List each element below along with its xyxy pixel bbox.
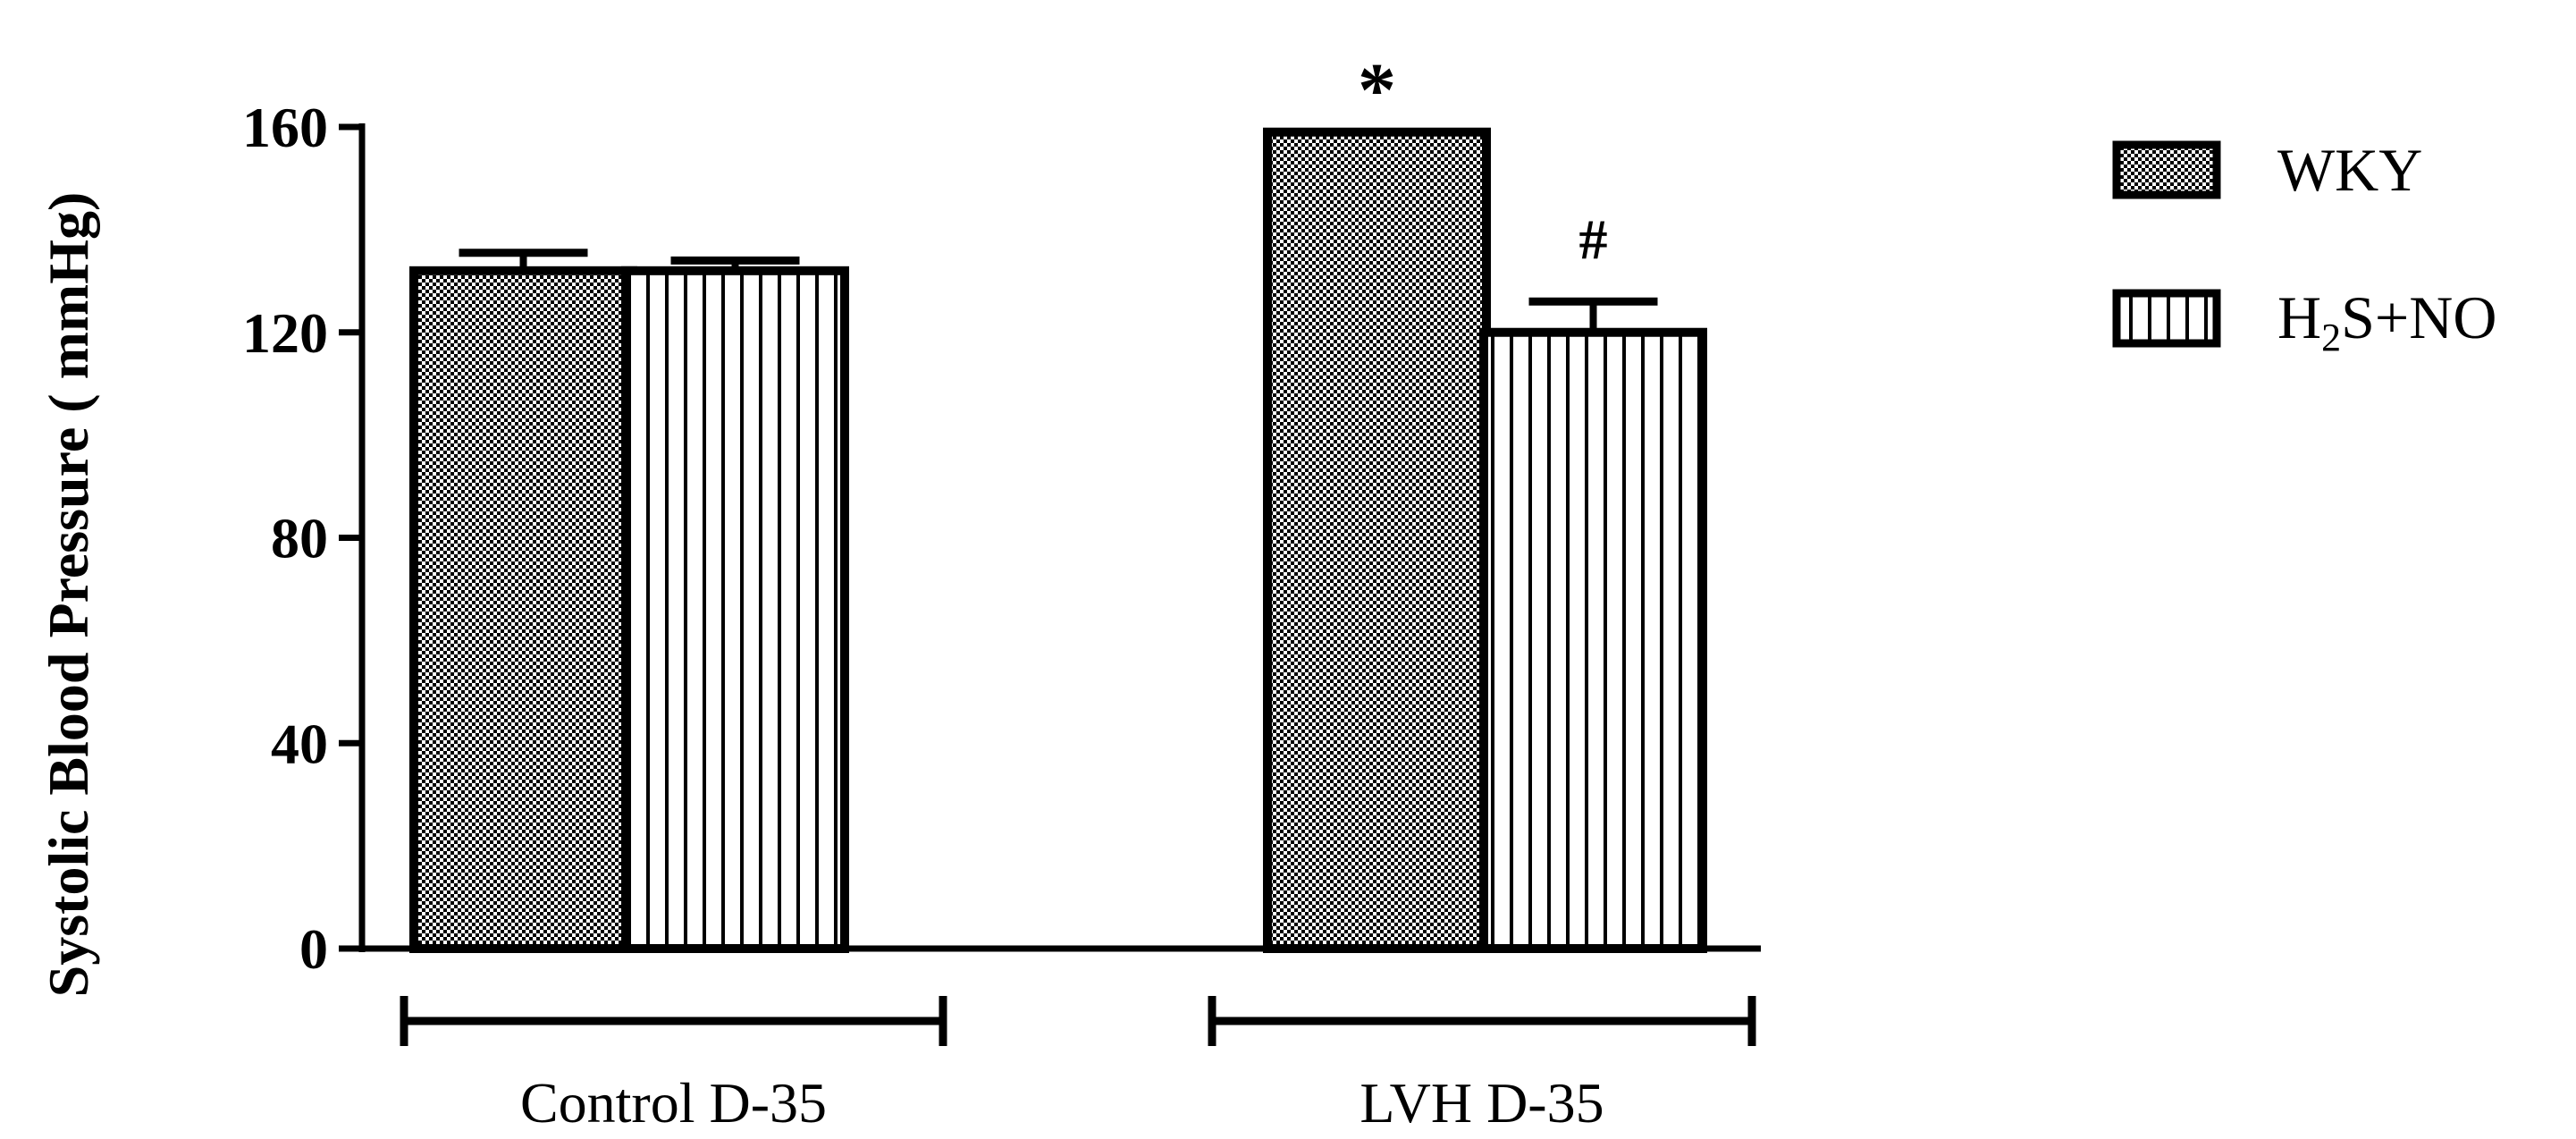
category-label-lvh-d-35: LVH D-35 — [1360, 1071, 1604, 1135]
y-tick-label-0: 0 — [299, 917, 328, 981]
y-tick-label-80: 80 — [271, 507, 328, 570]
bars-layer: *# — [409, 47, 1707, 953]
legend-swatch-wky — [2112, 140, 2221, 199]
annotation-lvh-d-35-wky: * — [1358, 47, 1396, 133]
legend: WKY H2S+NO — [2112, 136, 2497, 359]
legend-label-wky: WKY — [2277, 136, 2422, 204]
bar-lvh-d-35-wky — [1263, 127, 1491, 953]
legend-swatch-h2s-no — [2112, 289, 2221, 348]
annotation-lvh-d-35-h2s-no: # — [1579, 207, 1608, 271]
bar-lvh-d-35-h2s-no — [1479, 327, 1707, 953]
category-label-control-d-35: Control D-35 — [520, 1071, 827, 1135]
group-brackets: Control D-35 LVH D-35 — [400, 996, 1756, 1135]
y-tick-label-40: 40 — [271, 712, 328, 775]
y-axis-label: Systolic Blood Pressure ( mmHg) — [37, 192, 100, 998]
y-tick-label-120: 120 — [242, 301, 328, 365]
bar-control-d-35-h2s-no — [621, 266, 849, 953]
legend-label-h2s-no: H2S+NO — [2277, 283, 2497, 359]
bar-control-d-35-wky — [409, 266, 637, 953]
y-tick-label-160: 160 — [242, 96, 328, 159]
